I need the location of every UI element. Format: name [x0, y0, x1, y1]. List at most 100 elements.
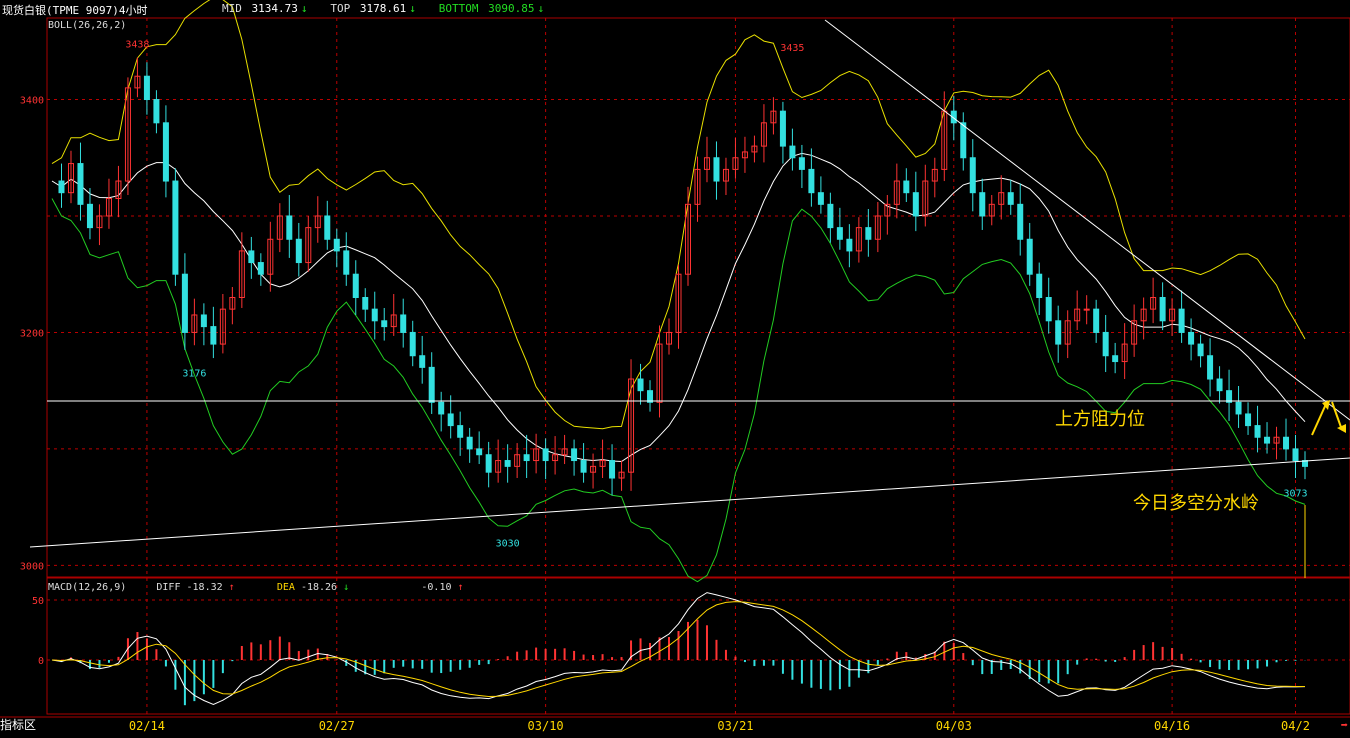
candle-body: [1007, 192, 1014, 205]
up-arrow: [1311, 403, 1327, 436]
candle-body: [153, 99, 160, 124]
candle-body: [1235, 401, 1242, 415]
candle-body: [447, 413, 454, 427]
candle-body: [713, 157, 720, 182]
macd-panel: [51, 592, 1306, 706]
candle-body: [694, 168, 701, 205]
candle-body: [514, 454, 521, 467]
dea-arrow: ↓: [343, 582, 350, 593]
candle-body: [200, 314, 207, 328]
mid-arrow: ↓: [300, 2, 308, 15]
candle-body: [324, 215, 331, 240]
candle-body: [998, 192, 1005, 205]
candle-body: [1055, 320, 1062, 345]
candle-body: [77, 163, 84, 205]
support-trendline: [29, 457, 1350, 548]
candle-body: [1226, 390, 1233, 403]
price-label: 3073: [1283, 488, 1307, 499]
candle-body: [969, 157, 976, 194]
candle-body: [628, 378, 635, 473]
macd-diff-line: [51, 592, 1306, 705]
boll-upper-line: [51, 0, 1306, 430]
candle-body: [1169, 308, 1176, 322]
candle-body: [124, 87, 131, 182]
candle-body: [922, 180, 929, 217]
candle-body: [181, 273, 188, 333]
bottom-label: BOTTOM: [438, 2, 479, 15]
candle-body: [409, 331, 416, 357]
candle-body: [1207, 355, 1214, 380]
candle-body: [836, 227, 843, 240]
candle-body: [571, 448, 578, 462]
candle-body: [1045, 297, 1052, 322]
candle-body: [931, 168, 938, 182]
candle-body: [219, 308, 226, 345]
candle-body: [1036, 273, 1043, 299]
candle-body: [912, 192, 919, 217]
dea-value: -18.26: [300, 582, 338, 593]
candle-body: [352, 273, 359, 299]
candle-body: [675, 273, 682, 333]
candle-body: [248, 250, 255, 264]
resistance-annotation: 上方阻力位: [1055, 409, 1145, 430]
x-tick-label: 03/10: [528, 719, 564, 733]
candle-body: [134, 75, 141, 89]
top-value: 3178.61: [359, 2, 407, 15]
candle-body: [865, 227, 872, 240]
candle-body: [647, 390, 654, 403]
candle-body: [988, 203, 995, 217]
price-label: 3435: [780, 43, 804, 54]
candle-body: [684, 203, 691, 275]
boll-values: MID 3134.73 ↓ TOP 3178.61 ↓ BOTTOM 3090.85…: [222, 2, 547, 15]
candle-body: [1254, 425, 1261, 438]
candle-body: [1093, 308, 1100, 333]
candle-body: [1017, 203, 1024, 240]
candle-body: [789, 145, 796, 159]
candle-body: [542, 448, 549, 462]
candle-body: [67, 163, 74, 194]
scroll-right-icon[interactable]: ➡: [1340, 718, 1348, 732]
candle-body: [1121, 343, 1128, 363]
candle-body: [1150, 297, 1157, 310]
candle-body: [172, 180, 179, 275]
candle-body: [666, 331, 673, 345]
macd-label: MACD(12,26,9): [48, 582, 127, 593]
top-label: TOP: [330, 2, 351, 15]
candle-body: [903, 180, 910, 194]
candle-body: [276, 215, 283, 240]
candle-body: [267, 238, 274, 275]
candle-body: [105, 198, 112, 217]
mid-label: MID: [222, 2, 242, 15]
x-tick-label: 02/14: [129, 719, 165, 733]
candle-body: [96, 215, 103, 229]
candle-body: [86, 203, 93, 229]
candle-body: [1140, 308, 1147, 322]
candle-body: [893, 180, 900, 205]
macd-tick-label: 0: [38, 656, 44, 667]
main-frame: [46, 17, 1350, 578]
candles: [58, 57, 1308, 496]
candle-body: [400, 314, 407, 333]
price-label: 3030: [496, 538, 520, 549]
candle-body: [637, 378, 644, 392]
candle-body: [1292, 448, 1299, 462]
candle-body: [314, 215, 321, 229]
candle-body: [333, 238, 340, 252]
y-tick-label: 3000: [20, 561, 44, 572]
candle-body: [1026, 238, 1033, 275]
candle-body: [466, 436, 473, 450]
candle-body: [390, 314, 397, 328]
candle-body: [485, 454, 492, 473]
candle-body: [1112, 355, 1119, 363]
candle-body: [798, 157, 805, 170]
y-tick-label: 3400: [20, 96, 44, 107]
candle-body: [343, 250, 350, 275]
indicator-area-tab[interactable]: 指标区: [0, 718, 37, 732]
candle-body: [741, 151, 748, 159]
candle-body: [295, 238, 302, 264]
candle-body: [1245, 413, 1252, 427]
down-arrow: [1331, 401, 1343, 431]
candle-body: [580, 460, 587, 473]
candle-body: [770, 110, 777, 124]
